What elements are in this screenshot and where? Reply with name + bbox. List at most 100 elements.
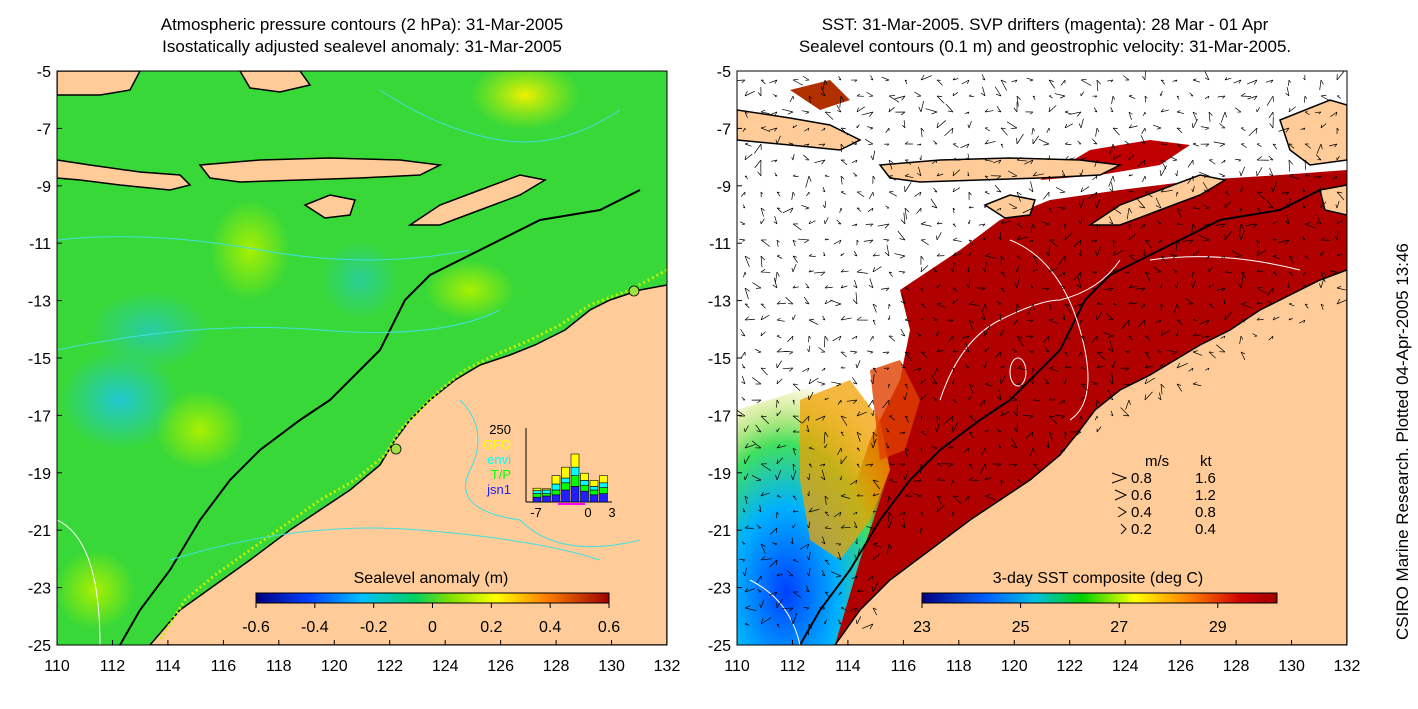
velocity-arrow — [760, 255, 766, 268]
sla-colorbar-ticks: -0.6 -0.4 -0.2 0 0.2 0.4 0.6 — [242, 603, 620, 636]
velocity-arrow — [1224, 311, 1232, 321]
velocity-arrow — [1202, 335, 1210, 339]
velocity-arrow — [1058, 255, 1066, 266]
velocity-arrow — [1111, 95, 1116, 104]
velocity-arrow — [1233, 79, 1242, 84]
velocity-arrow — [1272, 221, 1278, 225]
velocity-arrow — [832, 335, 842, 342]
velocity-arrow — [808, 446, 815, 450]
velocity-arrow — [984, 175, 990, 182]
left-y-tick-label: -17 — [28, 408, 51, 425]
velocity-arrow — [792, 509, 799, 513]
velocity-arrow — [853, 250, 858, 257]
right-x-tick-label: 132 — [1334, 658, 1361, 675]
velocity-arrow — [792, 174, 799, 177]
velocity-arrow — [1093, 107, 1098, 113]
velocity-arrow — [1106, 312, 1114, 321]
velocity-arrow — [1032, 397, 1041, 402]
velocity-arrow — [1192, 381, 1202, 387]
velocity-arrow — [870, 374, 875, 385]
velocity-arrow — [741, 375, 746, 385]
velocity-arrow — [1016, 382, 1024, 387]
velocity-arrow — [888, 303, 891, 309]
velocity-arrow — [863, 239, 874, 244]
velocity-arrow — [1078, 249, 1082, 257]
left-y-axis: -5 -7 -9 -11 -13 -15 -17 -19 -21 -23 -25 — [28, 64, 62, 655]
velocity-arrow — [1192, 142, 1199, 147]
velocity-arrow — [888, 462, 895, 465]
velocity-arrow — [1128, 94, 1136, 100]
velocity-arrow — [1224, 230, 1232, 241]
velocity-arrow — [852, 292, 858, 305]
velocity-arrow — [1095, 127, 1100, 137]
velocity-arrow — [897, 230, 906, 241]
velocity-arrow — [1336, 285, 1346, 291]
velocity-arrow — [744, 316, 755, 321]
velocity-arrow — [920, 527, 923, 534]
velocity-arrow — [744, 622, 750, 626]
velocity-arrow — [1203, 223, 1210, 227]
velocity-arrow — [808, 377, 819, 385]
velocity-arrow — [1054, 93, 1066, 99]
velocity-arrow — [1032, 255, 1039, 266]
velocity-arrow — [872, 175, 876, 184]
velocity-arrow — [744, 495, 749, 504]
right-x-tick-label: 110 — [724, 658, 750, 675]
inset-bar-segment — [532, 490, 542, 494]
velocity-arrow — [1189, 92, 1194, 97]
velocity-arrow — [1024, 159, 1034, 165]
velocity-arrow — [1269, 167, 1274, 177]
left-title: Atmospheric pressure contours (2 hPa): 3… — [57, 14, 667, 58]
velocity-arrow — [1064, 232, 1073, 241]
velocity-arrow — [866, 126, 874, 130]
velocity-arrow — [776, 360, 783, 369]
velocity-arrow — [769, 527, 778, 535]
velocity-arrow — [872, 266, 882, 273]
velocity-arrow — [840, 351, 847, 358]
velocity-arrow — [1266, 95, 1274, 106]
velocity-arrow — [1333, 175, 1338, 180]
velocity-arrow — [1128, 300, 1138, 305]
velocity-arrow — [1107, 79, 1114, 83]
shelf-break-contour — [119, 189, 641, 645]
velocity-arrow — [839, 475, 842, 481]
velocity-arrow — [1091, 335, 1098, 343]
velocity-arrow — [920, 303, 927, 309]
velocity-arrow — [851, 377, 858, 385]
velocity-arrow — [1302, 203, 1306, 209]
inset-legend-entry: jsn1 — [486, 482, 511, 497]
velocity-arrow — [786, 570, 794, 577]
velocity-arrow — [757, 165, 762, 177]
velocity-arrow — [952, 207, 956, 214]
velocity-arrow — [1112, 268, 1118, 273]
velocity-arrow — [1000, 79, 1008, 91]
velocity-arrow — [1314, 111, 1322, 115]
velocity-arrow — [1080, 319, 1083, 325]
velocity-arrow — [1064, 142, 1072, 146]
right-x-tick-label: 112 — [780, 658, 806, 675]
velocity-arrow — [792, 239, 796, 247]
sumba-island — [303, 194, 356, 219]
velocity-arrow — [760, 617, 772, 625]
velocity-arrow — [1095, 399, 1100, 408]
velocity-arrow — [1199, 171, 1210, 178]
velocity-arrow — [1108, 372, 1114, 385]
velocity-arrow — [1128, 284, 1138, 289]
velocity-arrow — [803, 296, 810, 305]
velocity-arrow — [1107, 389, 1114, 401]
velocity-arrow — [1028, 350, 1034, 354]
velocity-arrow — [1300, 127, 1306, 131]
velocity-arrow — [886, 543, 892, 555]
velocity-arrow — [739, 558, 746, 562]
inset-bar-segment — [580, 490, 589, 503]
velocity-arrow — [782, 108, 794, 115]
velocity-arrow — [898, 271, 906, 274]
velocity-arrow — [1076, 276, 1082, 289]
velocity-arrow — [851, 223, 858, 227]
velocity-arrow — [1159, 165, 1167, 177]
velocity-arrow — [871, 409, 875, 417]
velocity-arrow — [744, 605, 757, 611]
velocity-arrow — [1336, 71, 1345, 81]
inset-x-tick-label: 0 — [584, 505, 591, 520]
velocity-arrow — [1032, 95, 1036, 100]
